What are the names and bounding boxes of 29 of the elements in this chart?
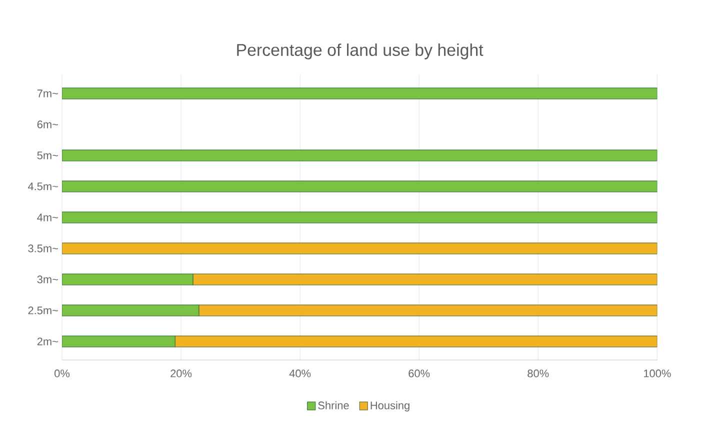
y-tick-label: 2.5m~ — [28, 306, 58, 314]
legend-label: Housing — [370, 401, 410, 412]
chart-title: Percentage of land use by height — [237, 44, 484, 60]
bar — [62, 150, 658, 162]
bar — [62, 274, 194, 286]
bar — [174, 336, 658, 348]
y-tick-label: 3m~ — [37, 276, 58, 284]
bar — [62, 242, 658, 254]
x-tick-label: 0% — [54, 370, 70, 378]
bar — [62, 304, 200, 316]
y-tick-label: 4m~ — [37, 214, 58, 222]
bar — [62, 212, 658, 224]
bar — [192, 274, 658, 286]
y-tick-label: 2m~ — [37, 338, 58, 346]
y-tick-label: 4.5m~ — [28, 182, 58, 190]
bar — [62, 180, 658, 192]
legend-label: Shrine — [318, 401, 349, 410]
x-tick-label: 20% — [170, 370, 192, 378]
bar — [62, 88, 658, 100]
y-tick-label: 3.5m~ — [28, 244, 58, 252]
x-tick-label: 80% — [528, 370, 549, 378]
x-tick-label: 100% — [644, 370, 671, 378]
bar — [198, 304, 658, 316]
x-tick-label: 40% — [289, 370, 311, 378]
y-tick-label: 7m~ — [37, 90, 58, 98]
y-tick-label: 5m~ — [37, 152, 58, 160]
bar — [62, 336, 176, 348]
x-tick-label: 60% — [408, 370, 430, 378]
y-tick-label: 6m~ — [37, 120, 58, 128]
